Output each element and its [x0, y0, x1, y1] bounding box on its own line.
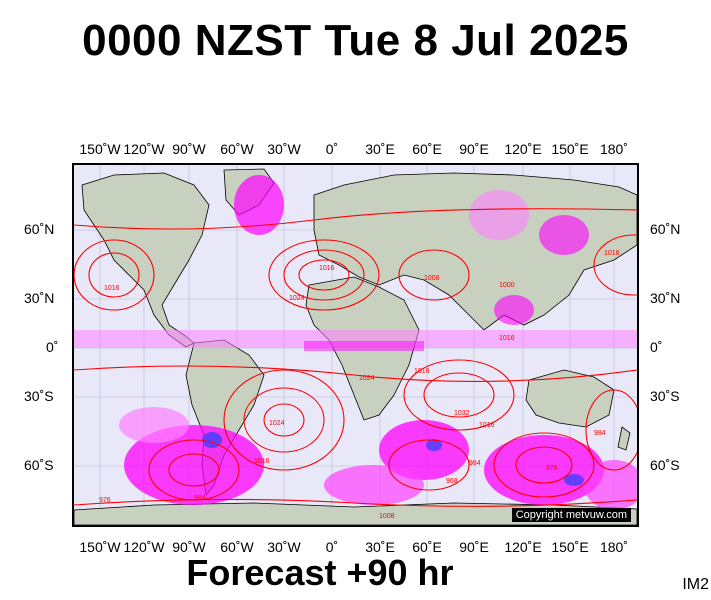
isobar-label: 1024: [269, 420, 285, 427]
tick-label: 120˚W: [123, 539, 165, 555]
australia: [525, 369, 615, 428]
isobar-label: 1008: [424, 275, 440, 282]
isobar-label: 1016: [604, 250, 620, 257]
tick-label: 30˚W: [267, 141, 301, 157]
tick-label: 30˚S: [24, 388, 54, 404]
map-title: 0000 NZST Tue 8 Jul 2025: [82, 16, 629, 65]
tick-label: 180˚: [599, 141, 629, 157]
tick-label: 90˚W: [172, 539, 206, 555]
tick-label: 60˚E: [412, 141, 442, 157]
isobar-label: 1016: [254, 458, 270, 465]
tick-label: 150˚E: [551, 141, 589, 157]
tick-label: 0˚: [46, 339, 59, 355]
tick-label: 90˚E: [459, 141, 489, 157]
tick-label: 0˚: [650, 339, 663, 355]
new-zealand: [617, 426, 631, 451]
tick-label: 0˚: [325, 141, 339, 157]
isobar-label: 1016: [479, 422, 495, 429]
north-america: [81, 172, 210, 348]
tick-label: 120˚E: [504, 141, 542, 157]
isobar-label: 1016: [414, 368, 430, 375]
tick-label: 30˚N: [24, 290, 55, 306]
tick-label: 30˚E: [365, 539, 395, 555]
isobar-label: 984: [194, 495, 206, 502]
isobar-labels: 1016 1024 1016 1008 1016 1000 1016 1024 …: [99, 250, 620, 520]
tick-label: 30˚N: [650, 290, 681, 306]
tick-label: 30˚E: [365, 141, 395, 157]
tick-label: 60˚N: [24, 221, 55, 237]
tick-label: 60˚S: [24, 457, 54, 473]
forecast-label: Forecast +90 hr: [186, 552, 454, 593]
tick-label: 60˚N: [650, 221, 681, 237]
isobar-label: 1008: [379, 513, 395, 520]
isobar-label: 1024: [359, 375, 375, 382]
isobar-label: 984: [469, 460, 481, 467]
tick-label: 90˚E: [459, 539, 489, 555]
tick-label: 60˚W: [220, 539, 254, 555]
map-canvas: 1016 1024 1016 1008 1016 1000 1016 1024 …: [74, 165, 637, 525]
isobar-label: 1016: [499, 335, 515, 342]
weather-map: 1016 1024 1016 1008 1016 1000 1016 1024 …: [72, 163, 639, 527]
tick-label: 150˚W: [79, 539, 121, 555]
isobar-label: 976: [99, 497, 111, 504]
isobar-label: 1032: [454, 410, 470, 417]
tick-label: 0˚: [325, 539, 339, 555]
precipitation: [74, 175, 637, 510]
tick-label: 120˚E: [504, 539, 542, 555]
tick-label: 60˚W: [220, 141, 254, 157]
isobar-label: 968: [446, 478, 458, 485]
tick-label: 30˚S: [650, 388, 680, 404]
isobar-label: 1024: [289, 295, 305, 302]
tick-label: 180˚: [599, 539, 629, 555]
isobar-label: 1016: [104, 285, 120, 292]
copyright-notice: Copyright metvuw.com: [511, 508, 631, 522]
tick-label: 60˚S: [650, 457, 680, 473]
isobar-label: 1016: [319, 265, 335, 272]
isobar-label: 984: [594, 430, 606, 437]
isobars: [74, 208, 637, 507]
tick-label: 150˚W: [79, 141, 121, 157]
isobar-label: 1000: [499, 282, 515, 289]
isobar-label: 976: [546, 465, 558, 472]
tick-label: 90˚W: [172, 141, 206, 157]
tick-label: 30˚W: [267, 539, 301, 555]
tick-label: 60˚E: [412, 539, 442, 555]
image-code-label: IM2: [682, 576, 709, 593]
tick-label: 120˚W: [123, 141, 165, 157]
tick-label: 150˚E: [551, 539, 589, 555]
